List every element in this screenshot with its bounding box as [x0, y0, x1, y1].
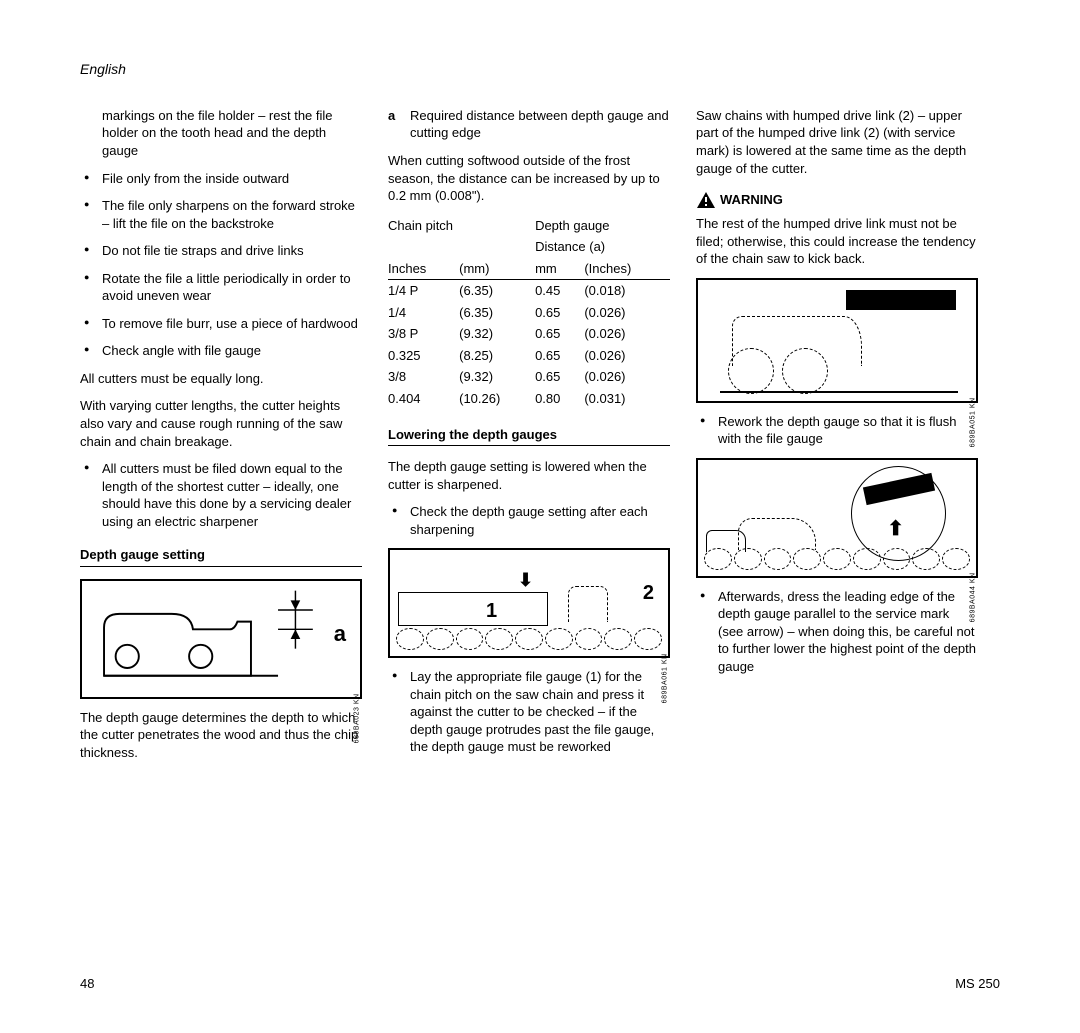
lowering-depth-gauges-heading: Lowering the depth gauges [388, 426, 670, 447]
table-row: 3/8 P(9.32)0.65(0.026) [388, 323, 670, 345]
file-gauge-bar-icon [398, 592, 548, 626]
table-subheader-row: Inches (mm) mm (Inches) [388, 258, 670, 280]
list-item: Rework the depth gauge so that it is flu… [696, 413, 978, 448]
figure-callout-2: 2 [643, 580, 654, 607]
humped-drive-link-paragraph: Saw chains with humped drive link (2) – … [696, 107, 978, 177]
table-header-cell: Inches [388, 258, 459, 280]
varying-lengths-paragraph: With varying cutter lengths, the cutter … [80, 397, 362, 450]
lowered-when-sharpened-paragraph: The depth gauge setting is lowered when … [388, 458, 670, 493]
up-arrow-icon: ⬆ [887, 516, 904, 543]
figure-callout-1: 1 [486, 598, 497, 625]
column-2: a Required distance between depth gauge … [388, 107, 670, 772]
column-1: markings on the file holder – rest the f… [80, 107, 362, 772]
page-number: 48 [80, 975, 94, 993]
list-item: Afterwards, dress the leading edge of th… [696, 588, 978, 676]
rework-flush-list: Rework the depth gauge so that it is flu… [696, 413, 978, 448]
language-label: English [80, 60, 1000, 79]
softwood-paragraph: When cutting softwood outside of the fro… [388, 152, 670, 205]
depth-gauge-table: Chain pitch Depth gauge Distance (a) Inc… [388, 215, 670, 410]
table-row: 1/4 P(6.35)0.45(0.018) [388, 280, 670, 302]
depth-gauge-diagram-icon [82, 581, 360, 697]
black-bar-icon [846, 290, 956, 310]
drive-link-shape-icon [728, 316, 878, 394]
warning-icon [696, 191, 716, 209]
table-header-cell: Chain pitch [388, 215, 535, 237]
content-columns: markings on the file holder – rest the f… [80, 107, 1000, 772]
table-row: 0.325(8.25)0.65(0.026) [388, 345, 670, 367]
humped-drive-link-figure: 689BA051 KN [696, 278, 978, 403]
definition-key: a [388, 107, 402, 142]
list-item: Check the depth gauge setting after each… [388, 503, 670, 538]
lay-file-gauge-list: Lay the appropriate file gauge (1) for t… [388, 668, 670, 756]
file-gauge-figure: ⬇ 1 2 689BA061 KN [388, 548, 670, 658]
check-setting-list: Check the depth gauge setting after each… [388, 503, 670, 538]
list-item: File only from the inside outward [80, 170, 362, 188]
table-header-cell: (mm) [459, 258, 535, 280]
chain-row-icon [704, 548, 970, 570]
table-header-cell: mm [535, 258, 584, 280]
depth-gauge-setting-figure: a 689BA023 KN [80, 579, 362, 699]
drive-link-outline-icon [738, 518, 816, 550]
depth-gauge-explain-paragraph: The depth gauge determines the depth to … [80, 709, 362, 762]
table-header-row: Distance (a) [388, 236, 670, 258]
do-not-file-paragraph: The rest of the humped drive link must n… [696, 215, 978, 268]
figure-code: 689BA023 KN [353, 694, 362, 744]
definition-value: Required distance between depth gauge an… [410, 107, 670, 142]
page-footer: 48 MS 250 [80, 975, 1000, 993]
chain-row-icon [396, 628, 662, 650]
drive-link-outline-icon [568, 586, 608, 622]
list-item: Do not file tie straps and drive links [80, 242, 362, 260]
table-row: 0.404(10.26)0.80(0.031) [388, 388, 670, 410]
intro-paragraph: markings on the file holder – rest the f… [80, 107, 362, 160]
table-row: 1/4(6.35)0.65(0.026) [388, 302, 670, 324]
down-arrow-icon: ⬇ [518, 568, 533, 592]
list-item: Check angle with file gauge [80, 342, 362, 360]
list-item: All cutters must be filed down equal to … [80, 460, 362, 530]
table-header-cell: (Inches) [584, 258, 670, 280]
list-item: To remove file burr, use a piece of hard… [80, 315, 362, 333]
rework-depth-gauge-figure: ⬆ 689BA044 KN [696, 458, 978, 578]
table-header-cell: Depth gauge [535, 215, 670, 237]
definition-a: a Required distance between depth gauge … [388, 107, 670, 142]
figure-dimension-label: a [334, 619, 346, 649]
list-item: Lay the appropriate file gauge (1) for t… [388, 668, 670, 756]
table-header-row: Chain pitch Depth gauge [388, 215, 670, 237]
cutters-equal-paragraph: All cutters must be equally long. [80, 370, 362, 388]
warning-heading: WARNING [696, 191, 978, 209]
filing-tips-list: File only from the inside outward The fi… [80, 170, 362, 360]
list-item: Rotate the file a little periodically in… [80, 270, 362, 305]
dress-leading-edge-list: Afterwards, dress the leading edge of th… [696, 588, 978, 676]
model-label: MS 250 [955, 975, 1000, 993]
table-header-cell: Distance (a) [535, 236, 670, 258]
list-item: The file only sharpens on the forward st… [80, 197, 362, 232]
column-3: Saw chains with humped drive link (2) – … [696, 107, 978, 772]
depth-gauge-setting-heading: Depth gauge setting [80, 546, 362, 567]
table-row: 3/8(9.32)0.65(0.026) [388, 366, 670, 388]
warning-label: WARNING [720, 191, 783, 209]
shortest-cutter-list: All cutters must be filed down equal to … [80, 460, 362, 530]
